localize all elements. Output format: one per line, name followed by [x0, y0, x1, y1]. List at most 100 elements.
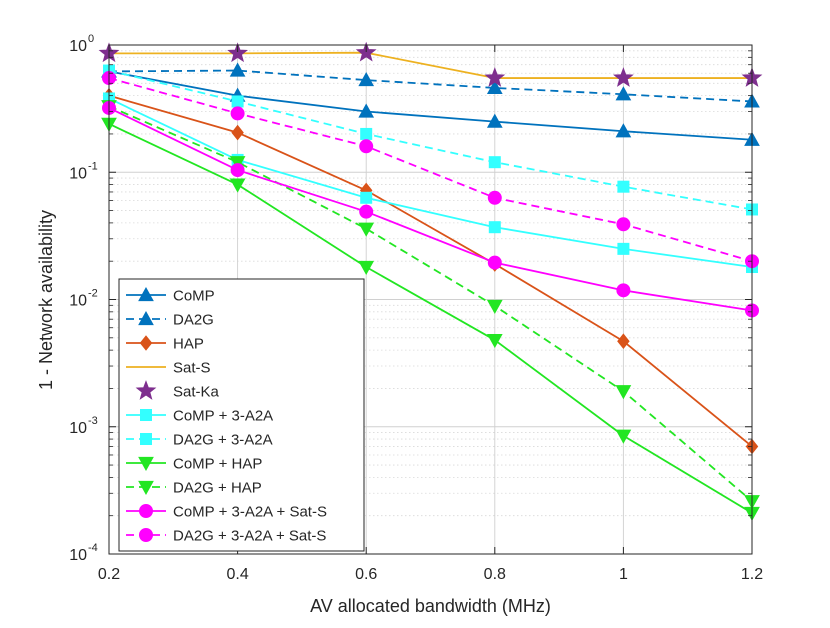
y-tick-label-exponent: -1	[88, 160, 98, 172]
series-line	[108, 77, 753, 263]
data-point	[615, 86, 632, 101]
legend-entry-comp: CoMP	[126, 286, 215, 305]
data-point	[615, 385, 632, 400]
data-point	[358, 72, 375, 87]
y-tick-label-exponent: -3	[88, 415, 98, 427]
legend-entry-sat-s: Sat-S	[126, 360, 211, 377]
series-line	[108, 94, 753, 448]
data-point	[487, 255, 502, 270]
series-line	[108, 123, 753, 514]
series-line	[108, 107, 753, 312]
legend-label: HAP	[173, 336, 204, 353]
legend-label: DA2G + 3-A2A + Sat-S	[173, 528, 326, 545]
legend-marker	[135, 380, 157, 400]
legend-marker	[138, 310, 154, 326]
data-point	[360, 191, 373, 204]
legend-entry-comp-3-a2a-sat-s: CoMP + 3-A2A + Sat-S	[126, 504, 327, 521]
x-tick-label: 0.2	[98, 566, 120, 583]
y-tick-label: 10	[69, 165, 87, 182]
legend-marker	[139, 335, 153, 351]
data-point	[486, 79, 503, 95]
x-tick-label: 1.2	[741, 566, 763, 583]
data-point	[229, 62, 246, 77]
x-tick-label: 0.8	[484, 566, 506, 583]
legend-marker	[140, 409, 152, 421]
x-tick-label: 0.6	[355, 566, 377, 583]
series-line	[108, 69, 753, 211]
data-point	[487, 190, 502, 205]
legend-label: DA2G	[173, 312, 214, 329]
data-point	[360, 127, 373, 140]
legend-marker	[138, 456, 154, 472]
data-point	[486, 333, 503, 349]
y-tick-label: 10	[69, 420, 87, 437]
data-point	[231, 95, 244, 108]
data-point	[227, 42, 248, 63]
data-point	[359, 139, 374, 154]
data-point	[231, 124, 244, 141]
data-point	[358, 260, 375, 276]
legend-label: Sat-S	[173, 360, 211, 377]
y-axis-label: 1 - Network availability	[36, 210, 56, 390]
data-point	[617, 180, 630, 193]
legend-marker	[138, 480, 154, 496]
legend: CoMP DA2G HAP Sat-S Sat-Ka CoMP + 3-A2A DA2G +…	[118, 278, 365, 552]
x-axis-label: AV allocated bandwidth (MHz)	[310, 596, 551, 616]
legend-marker	[139, 528, 153, 542]
legend-marker	[138, 286, 154, 302]
axes: 10-410-310-210-110 00.2 0.4 0.6 0.8 1 1.2	[69, 33, 763, 583]
data-point	[615, 123, 632, 138]
data-point	[229, 156, 246, 171]
data-point	[488, 221, 501, 234]
y-tick-label-exponent: 0	[88, 33, 94, 45]
x-tick-label: 0.4	[226, 566, 248, 583]
series-line	[109, 51, 752, 79]
y-tick-label: 10	[69, 38, 87, 55]
y-tick-label: 10	[69, 547, 87, 564]
series-line	[108, 70, 753, 141]
legend-marker	[139, 504, 153, 518]
data-point	[616, 283, 631, 298]
y-tick-label-exponent: -4	[88, 542, 98, 554]
legend-label: CoMP	[173, 288, 215, 305]
series-line	[108, 97, 753, 268]
legend-label: CoMP + HAP	[173, 456, 262, 473]
legend-entry-hap: HAP	[126, 335, 204, 353]
legend-entry-da2g-3-a2a-sat-s: DA2G + 3-A2A + Sat-S	[126, 528, 326, 545]
data-point	[358, 222, 375, 237]
data-point	[617, 242, 630, 255]
legend-label: CoMP + 3-A2A	[173, 408, 273, 425]
legend-entry-da2g-3-a2a: DA2G + 3-A2A	[126, 432, 273, 449]
data-point	[486, 299, 503, 314]
legend-entry-da2g: DA2G	[126, 310, 214, 329]
legend-entry-da2g-hap: DA2G + HAP	[126, 480, 262, 497]
data-point	[616, 217, 631, 232]
legend-entry-comp-hap: CoMP + HAP	[126, 456, 262, 473]
y-tick-label-exponent: -2	[88, 288, 98, 300]
data-point	[359, 204, 374, 219]
data-point	[229, 178, 246, 193]
legend-marker	[140, 433, 152, 445]
data-point	[488, 156, 501, 169]
data-point	[358, 103, 375, 118]
series-sat-s	[109, 51, 752, 79]
y-tick-label: 10	[69, 293, 87, 310]
legend-entry-comp-3-a2a: CoMP + 3-A2A	[126, 408, 273, 425]
series-da2g	[101, 62, 760, 108]
data-point	[486, 113, 503, 128]
data-point	[615, 429, 632, 444]
legend-label: DA2G + 3-A2A	[173, 432, 273, 449]
series-line	[108, 105, 753, 502]
series-line	[108, 69, 753, 103]
legend-entry-sat-ka: Sat-Ka	[135, 380, 220, 401]
legend-label: Sat-Ka	[173, 384, 220, 401]
x-tick-label: 1	[619, 566, 628, 583]
legend-label: DA2G + HAP	[173, 480, 262, 497]
data-point	[617, 333, 630, 350]
data-point	[613, 67, 634, 87]
legend-label: CoMP + 3-A2A + Sat-S	[173, 504, 327, 521]
data-point	[484, 67, 506, 87]
data-point	[230, 163, 245, 178]
